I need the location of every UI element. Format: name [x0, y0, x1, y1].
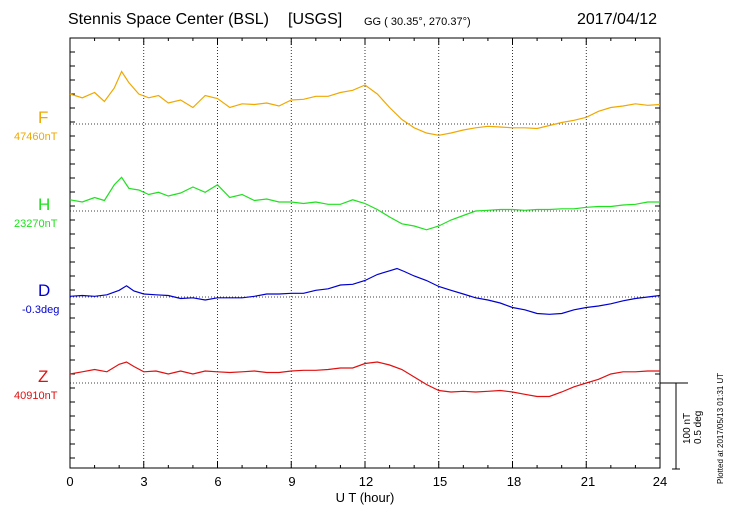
component-d-letter: D: [38, 281, 51, 300]
network-label: [USGS]: [288, 11, 343, 28]
x-tick-label: 6: [214, 474, 222, 489]
series-line-d: [69, 267, 661, 315]
scale-nt-label: 100 nT: [682, 412, 693, 444]
coordinates-label: GG ( 30.35°, 270.37°): [364, 16, 471, 28]
series-line-h: [69, 176, 660, 231]
plotted-timestamp: Plotted at 2017/05/13 01:31 UT: [716, 372, 725, 484]
x-tick-label: 24: [652, 474, 668, 489]
series-line-z: [69, 361, 660, 398]
component-z-baseline: 40910nT: [14, 390, 58, 402]
plot-frame: [69, 37, 661, 469]
date-label: 2017/04/12: [577, 11, 658, 28]
component-f-letter: F: [38, 108, 49, 127]
component-d-baseline: -0.3deg: [22, 304, 60, 316]
scale-bar-label: 100 nT 0.5 deg: [682, 411, 704, 444]
x-tick-label: 18: [506, 474, 522, 489]
x-tick-label: 0: [66, 474, 74, 489]
x-tick-label: 9: [288, 474, 296, 489]
x-tick-label: 3: [140, 474, 148, 489]
x-tick-label: 15: [432, 474, 448, 489]
component-f-baseline: 47460nT: [14, 131, 58, 143]
series-line-f: [69, 70, 661, 136]
x-tick-label: 21: [580, 474, 596, 489]
x-tick-label: 12: [358, 474, 374, 489]
component-h-baseline: 23270nT: [14, 218, 58, 230]
scale-deg-label: 0.5 deg: [693, 410, 704, 444]
component-h-letter: H: [38, 195, 51, 214]
station-title: Stennis Space Center (BSL): [68, 11, 269, 28]
component-z-letter: Z: [38, 367, 49, 386]
x-axis-label: U T (hour): [335, 490, 395, 505]
